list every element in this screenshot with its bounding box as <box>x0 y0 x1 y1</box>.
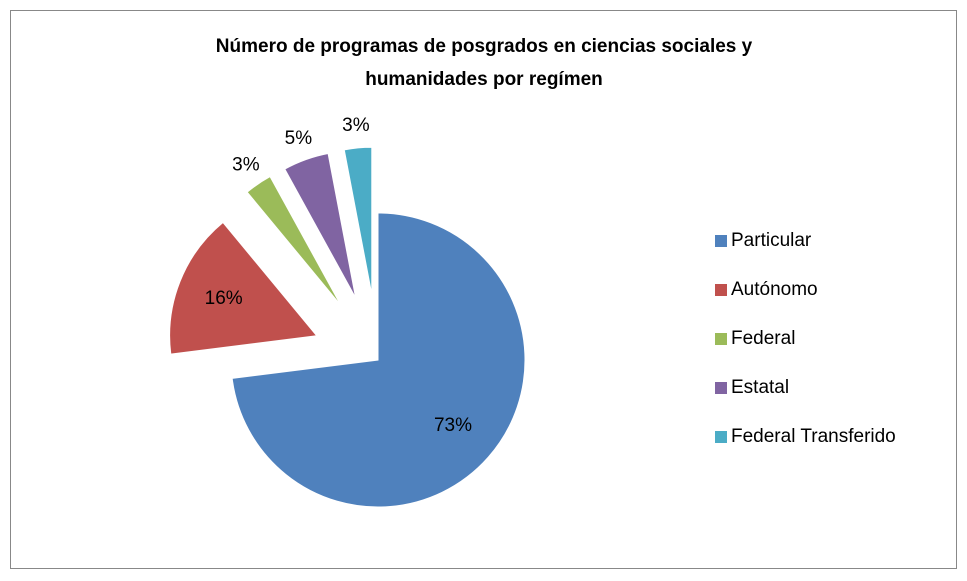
data-label: 5% <box>285 128 313 149</box>
data-label: 73% <box>434 415 472 436</box>
pie-slice <box>284 152 357 299</box>
legend-swatch <box>715 431 727 443</box>
pie-slice <box>246 175 342 306</box>
legend-label: Particular <box>731 230 812 251</box>
legend-swatch <box>715 382 727 394</box>
pie-slice <box>169 221 318 355</box>
legend-label: Federal <box>731 328 795 349</box>
data-label: 3% <box>342 115 370 136</box>
pie-slice <box>231 212 526 508</box>
legend-swatch <box>715 284 727 296</box>
legend-label: Federal Transferido <box>731 426 896 447</box>
pie-slice <box>343 146 373 295</box>
data-label: 16% <box>205 288 243 309</box>
legend-label: Autónomo <box>731 279 818 300</box>
legend-label: Estatal <box>731 377 789 398</box>
legend-swatch <box>715 235 727 247</box>
data-label: 3% <box>232 155 260 176</box>
chart-title: Número de programas de posgrados en cien… <box>215 36 753 90</box>
legend-swatch <box>715 333 727 345</box>
